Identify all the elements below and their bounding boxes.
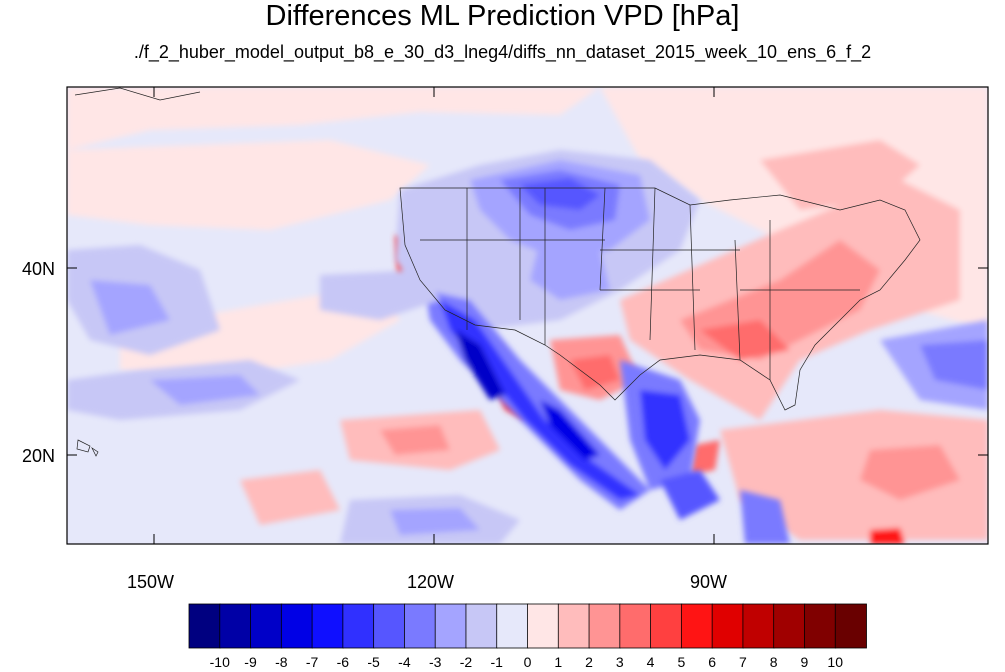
y-tick-20n: 20N	[22, 446, 56, 466]
colorbar-box	[404, 603, 437, 649]
positive-anomaly-regions	[67, 87, 988, 544]
colorbar-tick-label: 9	[800, 654, 809, 670]
colorbar-box	[711, 603, 744, 649]
colorbar-tick-label: -10	[209, 654, 230, 670]
colorbar-tick-label: -6	[336, 654, 350, 670]
map-frame	[66, 86, 989, 545]
colorbar-box	[311, 603, 344, 649]
colorbar-tick-label: 8	[769, 654, 778, 670]
y-tick-40n: 40N	[22, 259, 56, 279]
colorbar-box	[250, 603, 283, 649]
negative-anomaly-regions	[67, 150, 988, 544]
x-tick-90w: 90W	[690, 572, 728, 592]
colorbar-tick-label: -1	[490, 654, 503, 670]
colorbar-tick-label: 10	[827, 654, 843, 670]
colorbar-box	[434, 603, 467, 649]
colorbar-box	[619, 603, 652, 649]
colorbar-tick-label: 3	[615, 654, 624, 670]
colorbar-box	[742, 603, 775, 649]
colorbar-box	[373, 603, 406, 649]
colorbar-box	[527, 603, 560, 649]
colorbar-box	[650, 603, 683, 649]
colorbar-tick-label: 6	[708, 654, 717, 670]
colorbar-box	[188, 603, 221, 649]
colorbar-tick-label: -4	[398, 654, 411, 670]
map-field	[67, 87, 988, 544]
colorbar-tick-label: 7	[739, 654, 747, 670]
map-subtitle: ./f_2_huber_model_output_b8_e_30_d3_lneg…	[133, 42, 872, 62]
colorbar-box	[588, 603, 621, 649]
colorbar-tick-label: 0	[523, 654, 532, 670]
colorbar-box	[465, 603, 498, 649]
island-outlines	[74, 87, 201, 457]
colorbar-box	[219, 603, 252, 649]
map-title: Differences ML Prediction VPD [hPa]	[265, 0, 740, 32]
axis-ticks	[67, 87, 988, 544]
colorbar-tick-label: -7	[305, 654, 319, 670]
colorbar-tick-label: 4	[646, 654, 655, 670]
x-tick-150w: 150W	[127, 572, 175, 592]
colorbar-tick-label: 1	[554, 654, 563, 670]
colorbar-box	[804, 603, 837, 649]
colorbar	[188, 603, 867, 649]
colorbar-tick-label: 5	[677, 654, 686, 670]
colorbar-tick-label: -8	[275, 654, 288, 670]
colorbar-box	[280, 603, 313, 649]
colorbar-tick-label: -5	[367, 654, 380, 670]
colorbar-tick-label: -2	[459, 654, 473, 670]
colorbar-box	[680, 603, 714, 649]
colorbar-box	[773, 603, 806, 649]
x-tick-120w: 120W	[407, 572, 455, 592]
colorbar-box	[557, 603, 590, 649]
colorbar-box	[342, 603, 375, 649]
colorbar-box	[834, 603, 867, 649]
colorbar-tick-label: -3	[428, 654, 442, 670]
colorbar-box	[496, 603, 529, 649]
coastline-and-borders	[399, 187, 921, 411]
colorbar-tick-label: 2	[585, 654, 593, 670]
colorbar-tick-label: -9	[244, 654, 257, 670]
